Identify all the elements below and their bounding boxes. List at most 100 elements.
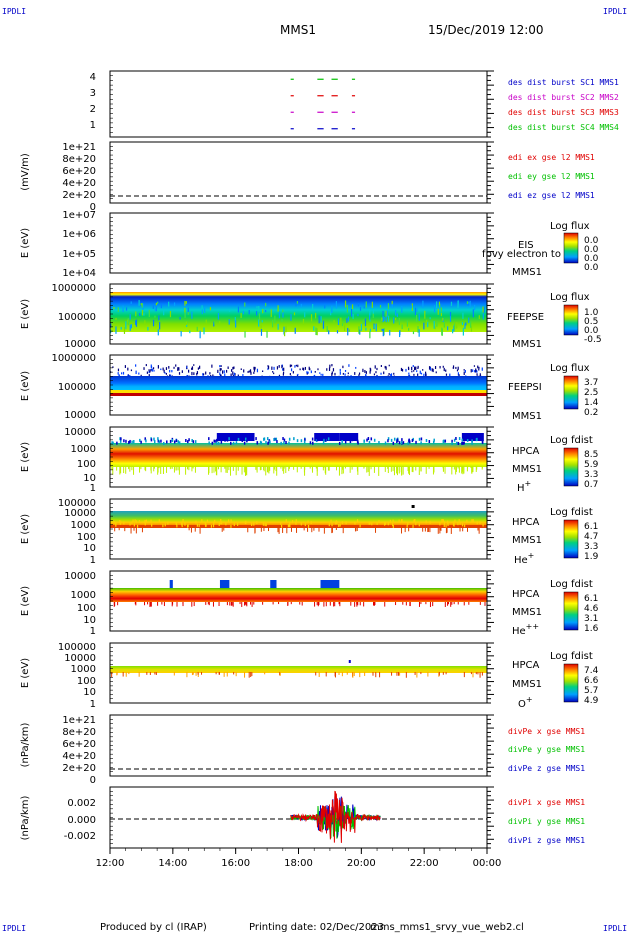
feepse-speckle [350, 308, 353, 317]
hpca-h-drip [351, 466, 353, 470]
feepse-speckle [372, 312, 374, 319]
feepsi-speckle [445, 369, 447, 372]
hpca-o-drip [470, 672, 472, 675]
feepsi-speckle [388, 364, 390, 367]
panel-hpca-he: E (eV) 100000 10000 1000 100 10 1 HPCA M… [20, 498, 599, 566]
edi-legend-y: edi ey gse l2 MMS1 [508, 172, 595, 181]
hpca-he-drip [194, 528, 196, 532]
hpca-h-speckle [387, 437, 390, 441]
hpca-hepp-drip [451, 602, 453, 605]
hpca-h-drip [387, 466, 389, 474]
hpca-h-ytick: 10 [83, 473, 96, 484]
feepse-speckle [115, 326, 117, 334]
feepse-speckle [248, 310, 250, 315]
hpca-he-speckle [369, 521, 371, 525]
hpca-hepp-ytick: 10000 [64, 571, 96, 582]
feepsi-speckle [273, 372, 275, 375]
hpca-h-drip [119, 466, 121, 475]
hpca-he-drip [286, 528, 288, 534]
feepsi-speckle [127, 367, 129, 371]
hpca-he-speckle [144, 522, 146, 526]
hpca-o-drip [438, 672, 440, 676]
edi-ytick: 1e+21 [62, 142, 96, 153]
hpca-he-speckle [392, 519, 394, 523]
hpca-he-speckle [476, 521, 478, 525]
feepsi-speckle [143, 367, 145, 370]
feepse-speckle [478, 315, 480, 319]
hpca-hepp-drip [241, 602, 243, 607]
hpca-hepp-drip [157, 602, 159, 606]
datetime-title: 15/Dec/2019 12:00 [428, 23, 544, 37]
hpca-h-drip [425, 466, 427, 474]
hpca-hepp-drip [193, 602, 195, 607]
hpca-h-speckle [243, 441, 246, 445]
hpca-he-speckle [392, 524, 394, 528]
hpca-he-speckle [214, 519, 216, 523]
feepsi-ytick: 10000 [64, 410, 96, 421]
eis-cbar-tick: 0.0 [584, 263, 599, 273]
hpca-h-drip [315, 466, 317, 469]
hpca-h-speckle [420, 437, 423, 441]
hpca-h-drip [128, 466, 130, 470]
hpca-h-speckle [244, 437, 247, 441]
hpca-h-speckle [304, 438, 306, 442]
hpca-h-drip [455, 466, 457, 472]
feepse-speckle [465, 322, 467, 326]
feepse-speckle [396, 313, 399, 317]
hpca-o-drip [154, 672, 156, 675]
hpca-h-drip [373, 466, 375, 473]
feepse-speckle [285, 325, 287, 333]
hpca-hepp-drip [329, 602, 331, 606]
hpca-h-drip [211, 466, 213, 474]
feepse-speckle [326, 325, 328, 332]
feepsi-speckle [370, 368, 372, 372]
hpca-o-drip [420, 672, 422, 675]
feepse-spectrogram [110, 292, 487, 332]
hpca-he-speckle [429, 520, 431, 524]
feepsi-speckle [388, 372, 390, 376]
hpca-hepp-drip [278, 602, 280, 605]
hpca-he-speckle [133, 523, 135, 527]
hpca-he-speckle [300, 522, 302, 526]
feepse-cbar-tick: 1.0 [584, 308, 599, 318]
hpca-he-drip [335, 528, 337, 531]
hpca-o-drip [318, 672, 320, 677]
feepsi-speckle [140, 374, 142, 377]
hpca-hepp-drip [395, 602, 397, 606]
hpca-h-speckle [461, 438, 464, 442]
hpca-h-drip [349, 466, 351, 473]
hpca-h-speckle [336, 437, 338, 441]
hpca-h-drip [140, 466, 142, 470]
feepse-speckle [270, 309, 272, 318]
feepsi-speckle [162, 367, 164, 371]
hpca-h-drip [412, 466, 414, 473]
feepsi-speckle [479, 373, 481, 377]
hpca-he-drip [278, 528, 280, 534]
feepse-speckle [343, 323, 346, 331]
hpca-hepp-drip [231, 602, 233, 606]
hpca-h-speckle [241, 439, 244, 443]
feepse-speckle [293, 312, 296, 316]
hpca-hepp-drip [373, 602, 375, 606]
hpca-he-speckle [230, 519, 232, 523]
hpca-he-speckle [482, 523, 484, 527]
feepsi-speckle [121, 372, 123, 375]
footer-filename: mms_mms1_srvy_vue_web2.cl [370, 922, 524, 933]
hpca-h-drip [280, 466, 282, 469]
feepse-speckle [401, 305, 403, 313]
hpca-o-drip [279, 672, 281, 676]
hpca-he-speckle [151, 523, 153, 527]
hpca-o-spacecraft: MMS1 [512, 679, 542, 690]
feepsi-speckle [456, 369, 459, 372]
feepsi-speckle [415, 366, 417, 370]
hpca-h-drip [175, 466, 177, 471]
feepsi-speckle [383, 371, 385, 375]
hpca-hepp-drip [144, 602, 146, 606]
feepse-speckle [140, 303, 142, 306]
hpca-h-ytick: 1000 [71, 444, 96, 455]
feepse-speckle [357, 313, 359, 317]
hpca-h-speckle [280, 441, 282, 445]
hpca-he-speckle [182, 519, 184, 523]
hpca-o-drip [364, 672, 366, 676]
feepse-speckle [439, 303, 441, 308]
